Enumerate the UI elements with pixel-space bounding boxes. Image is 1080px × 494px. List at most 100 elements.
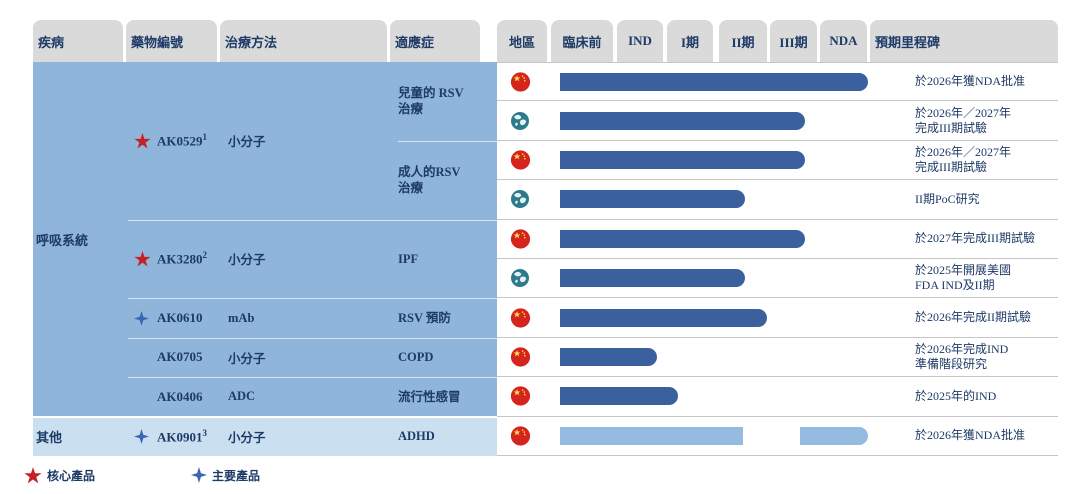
- progress-bar: [560, 190, 745, 209]
- disease-respiratory: 呼吸系統: [36, 232, 89, 248]
- milestone: 於2025年開展美國 FDA IND及II期: [915, 263, 1012, 293]
- progress-bar-segment-1: [560, 426, 743, 445]
- col-header-ind: IND: [617, 20, 663, 62]
- key-product-star-icon: [134, 428, 149, 444]
- col-header-label: 治療方法: [225, 34, 278, 50]
- drug-code: AK05291: [157, 132, 207, 149]
- core-product-star-icon: [134, 132, 151, 149]
- col-header-label: 適應症: [395, 34, 435, 50]
- pipeline-row: 於2026年完成II期試驗: [497, 298, 1058, 338]
- globe-icon: [510, 268, 530, 288]
- drug-code: AK09013: [157, 428, 207, 445]
- china-flag-icon: [510, 346, 531, 367]
- col-header-phase3: III期: [770, 20, 817, 62]
- drug-code: AK0406: [157, 389, 203, 405]
- col-header-modality: 治療方法: [220, 20, 387, 62]
- legend-key-product: 主要產品: [191, 467, 260, 484]
- disease-other: 其他: [36, 429, 63, 445]
- modality: mAb: [228, 310, 255, 325]
- pipeline-row: 於2026年／2027年 完成III期試驗: [497, 101, 1058, 141]
- indication-adult-rsv: 成人的RSV 治療: [398, 164, 461, 196]
- indication-rsv-prevention: RSV 預防: [398, 310, 451, 325]
- progress-bar: [560, 229, 805, 248]
- col-header-label: 疾病: [38, 34, 65, 50]
- china-flag-icon: [510, 425, 531, 446]
- globe-icon: [510, 189, 530, 209]
- col-header-label: I期: [680, 34, 700, 50]
- drug-group-ak0705: AK0705 小分子: [126, 338, 497, 377]
- china-flag-icon: [510, 71, 531, 92]
- pipeline-row: 於2026年完成IND 準備階段研究: [497, 338, 1058, 378]
- modality: 小分子: [228, 253, 266, 268]
- pipeline-row: 於2027年完成III期試驗: [497, 220, 1058, 259]
- col-header-phase2: II期: [719, 20, 767, 62]
- china-flag-icon: [510, 228, 531, 249]
- col-header-label: 地區: [508, 34, 535, 50]
- col-header-preclinical: 臨床前: [551, 20, 613, 62]
- legend-label: 主要產品: [212, 468, 261, 483]
- col-header-label: IND: [628, 33, 652, 48]
- globe-icon: [510, 111, 530, 131]
- col-header-label: II期: [731, 34, 755, 50]
- drug-divider: [128, 298, 497, 300]
- indication-divider: [398, 140, 497, 142]
- milestone: 於2026年獲NDA批准: [915, 74, 1025, 89]
- drug-code-text: AK0705: [157, 349, 203, 365]
- indication-influenza: 流行性感冒: [398, 389, 461, 404]
- drug-group-ak0610: AK0610 mAb: [126, 298, 497, 337]
- drug-code: AK32802: [157, 250, 207, 267]
- pipeline-row: II期PoC研究: [497, 180, 1058, 220]
- drug-code-text: AK3280: [157, 251, 203, 267]
- col-header-label: 預期里程碑: [875, 34, 941, 50]
- footnote-sup: 3: [202, 427, 208, 438]
- footnote-sup: 2: [202, 250, 208, 261]
- milestone: 於2026年／2027年 完成III期試驗: [915, 105, 1012, 135]
- footnote-sup: 1: [202, 132, 208, 143]
- other-block: [33, 417, 497, 456]
- pipeline-row: 於2026年獲NDA批准: [497, 62, 1058, 102]
- pipeline-row: 於2025年的IND: [497, 377, 1058, 417]
- china-flag-icon: [510, 386, 531, 407]
- indication-child-rsv: 兒童的 RSV 治療: [398, 86, 464, 117]
- indication-adhd: ADHD: [398, 429, 435, 444]
- progress-bar: [560, 387, 678, 406]
- key-product-star-icon: [191, 467, 208, 483]
- progress-bar: [560, 269, 745, 288]
- milestone: 於2026年／2027年 完成III期試驗: [915, 144, 1012, 174]
- pipeline-row: 於2025年開展美國 FDA IND及II期: [497, 259, 1058, 299]
- col-header-drug-code: 藥物編號: [126, 20, 217, 62]
- progress-bar: [560, 150, 805, 169]
- col-header-label: III期: [779, 34, 808, 50]
- legend: 核心產品 主要產品: [24, 464, 356, 486]
- drug-code: AK0610: [157, 310, 203, 326]
- drug-divider: [128, 337, 497, 339]
- progress-bar: [560, 72, 868, 91]
- modality: ADC: [228, 389, 256, 404]
- pipeline-row: 於2026年／2027年 完成III期試驗: [497, 141, 1058, 181]
- legend-core-product: 核心產品: [24, 466, 96, 484]
- pipeline-row: 於2026年獲NDA批准: [497, 417, 1058, 456]
- legend-label: 核心產品: [47, 468, 96, 483]
- col-header-nda: NDA: [820, 20, 867, 62]
- drug-code: AK0705: [157, 349, 203, 365]
- core-product-star-icon: [24, 466, 42, 484]
- milestone: 於2025年的IND: [915, 388, 997, 403]
- drug-code-text: AK0406: [157, 388, 203, 404]
- drug-divider: [128, 219, 497, 221]
- progress-bar-segment-2: [800, 426, 868, 445]
- col-header-region: 地區: [497, 20, 547, 62]
- indication-ipf: IPF: [398, 251, 419, 266]
- drug-divider: [128, 377, 497, 379]
- col-header-indication: 適應症: [390, 20, 480, 62]
- respiratory-block: [33, 62, 497, 417]
- progress-bar: [560, 347, 657, 366]
- indication-copd: COPD: [398, 350, 434, 365]
- modality: 小分子: [228, 135, 266, 150]
- modality: 小分子: [228, 351, 266, 366]
- drug-group-ak0529: AK05291 小分子: [126, 62, 497, 220]
- block-divider: [33, 416, 497, 418]
- milestone: 於2026年完成II期試驗: [915, 310, 1031, 325]
- milestone: 於2026年獲NDA批准: [915, 428, 1025, 443]
- col-header-milestone: 預期里程碑: [870, 20, 1058, 62]
